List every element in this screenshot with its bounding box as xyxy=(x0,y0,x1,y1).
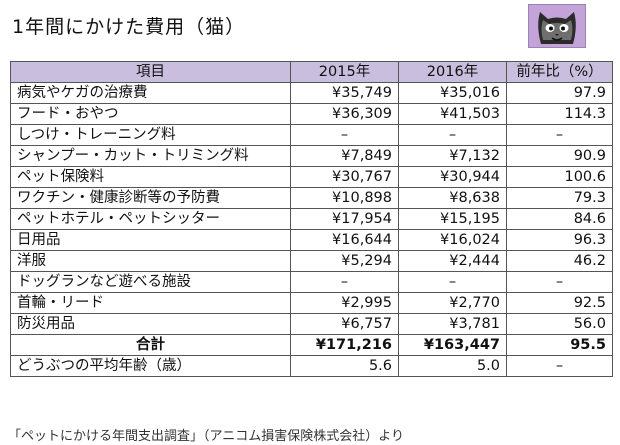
row-ratio: 90.9 xyxy=(506,145,613,167)
table-row: ドッグランなど遊べる施設 – – – xyxy=(10,271,613,293)
row-item: ペット保険料 xyxy=(10,166,291,188)
age-2015: 5.6 xyxy=(290,355,399,377)
header-ratio: 前年比（%） xyxy=(506,61,613,83)
row-2015: ¥17,954 xyxy=(290,208,399,230)
age-2016: 5.0 xyxy=(398,355,507,377)
row-2015: ¥10,898 xyxy=(290,187,399,209)
table-row: フード・おやつ ¥36,309 ¥41,503 114.3 xyxy=(10,103,613,125)
row-2016: ¥7,132 xyxy=(398,145,507,167)
table-row: シャンプー・カット・トリミング料 ¥7,849 ¥7,132 90.9 xyxy=(10,145,613,167)
table-row: 病気やケガの治療費 ¥35,749 ¥35,016 97.9 xyxy=(10,82,613,104)
header-2015: 2015年 xyxy=(290,61,399,83)
row-item: 日用品 xyxy=(10,229,291,251)
row-2015: ¥6,757 xyxy=(290,313,399,335)
total-2015: ¥171,216 xyxy=(290,334,399,356)
row-2016: ¥2,444 xyxy=(398,250,507,272)
row-2016: ¥41,503 xyxy=(398,103,507,125)
row-2016: ¥15,195 xyxy=(398,208,507,230)
total-row: 合計 ¥171,216 ¥163,447 95.5 xyxy=(10,334,613,356)
row-ratio: 79.3 xyxy=(506,187,613,209)
average-age-row: どうぶつの平均年齢（歳） 5.6 5.0 – xyxy=(10,355,613,377)
row-2015: ¥30,767 xyxy=(290,166,399,188)
row-item: シャンプー・カット・トリミング料 xyxy=(10,145,291,167)
row-ratio: 84.6 xyxy=(506,208,613,230)
row-ratio: – xyxy=(506,271,613,293)
source-note: 「ペットにかける年間支出調査」（アニコム損害保険株式会社）より xyxy=(8,429,404,444)
row-item: 防災用品 xyxy=(10,313,291,335)
row-2016: – xyxy=(398,271,507,293)
row-item: ワクチン・健康診断等の予防費 xyxy=(10,187,291,209)
age-ratio: – xyxy=(506,355,613,377)
page-title: 1年間にかけた費用（猫） xyxy=(12,16,246,38)
row-2015: ¥5,294 xyxy=(290,250,399,272)
row-2016: ¥8,638 xyxy=(398,187,507,209)
total-label: 合計 xyxy=(10,334,291,356)
row-2016: ¥3,781 xyxy=(398,313,507,335)
row-item: 洋服 xyxy=(10,250,291,272)
row-ratio: 92.5 xyxy=(506,292,613,314)
table-row: 首輪・リード ¥2,995 ¥2,770 92.5 xyxy=(10,292,613,314)
row-2016: ¥30,944 xyxy=(398,166,507,188)
row-2015: – xyxy=(290,124,399,146)
header-item: 項目 xyxy=(10,61,291,83)
row-item: ペットホテル・ペットシッター xyxy=(10,208,291,230)
table-row: ペット保険料 ¥30,767 ¥30,944 100.6 xyxy=(10,166,613,188)
row-2016: ¥2,770 xyxy=(398,292,507,314)
row-item: 首輪・リード xyxy=(10,292,291,314)
table-row: 日用品 ¥16,644 ¥16,024 96.3 xyxy=(10,229,613,251)
cost-table: 項目 2015年 2016年 前年比（%） 病気やケガの治療費 ¥35,749 … xyxy=(10,61,613,377)
age-label: どうぶつの平均年齢（歳） xyxy=(10,355,291,377)
row-2015: – xyxy=(290,271,399,293)
row-2015: ¥16,644 xyxy=(290,229,399,251)
row-item: 病気やケガの治療費 xyxy=(10,82,291,104)
row-ratio: 46.2 xyxy=(506,250,613,272)
row-item: しつけ・トレーニング料 xyxy=(10,124,291,146)
table-row: ワクチン・健康診断等の予防費 ¥10,898 ¥8,638 79.3 xyxy=(10,187,613,209)
row-2016: ¥35,016 xyxy=(398,82,507,104)
row-2015: ¥35,749 xyxy=(290,82,399,104)
table-row: 洋服 ¥5,294 ¥2,444 46.2 xyxy=(10,250,613,272)
row-item: フード・おやつ xyxy=(10,103,291,125)
row-2015: ¥7,849 xyxy=(290,145,399,167)
header-2016: 2016年 xyxy=(398,61,507,83)
row-ratio: 56.0 xyxy=(506,313,613,335)
row-2016: ¥16,024 xyxy=(398,229,507,251)
row-ratio: 97.9 xyxy=(506,82,613,104)
table-row: しつけ・トレーニング料 – – – xyxy=(10,124,613,146)
total-2016: ¥163,447 xyxy=(398,334,507,356)
row-2016: – xyxy=(398,124,507,146)
row-2015: ¥2,995 xyxy=(290,292,399,314)
row-ratio: – xyxy=(506,124,613,146)
cat-face-icon xyxy=(528,4,586,48)
row-2015: ¥36,309 xyxy=(290,103,399,125)
row-ratio: 100.6 xyxy=(506,166,613,188)
table-row: 防災用品 ¥6,757 ¥3,781 56.0 xyxy=(10,313,613,335)
row-ratio: 114.3 xyxy=(506,103,613,125)
table-row: ペットホテル・ペットシッター ¥17,954 ¥15,195 84.6 xyxy=(10,208,613,230)
row-ratio: 96.3 xyxy=(506,229,613,251)
table-header-row: 項目 2015年 2016年 前年比（%） xyxy=(10,61,613,83)
total-ratio: 95.5 xyxy=(506,334,613,356)
row-item: ドッグランなど遊べる施設 xyxy=(10,271,291,293)
